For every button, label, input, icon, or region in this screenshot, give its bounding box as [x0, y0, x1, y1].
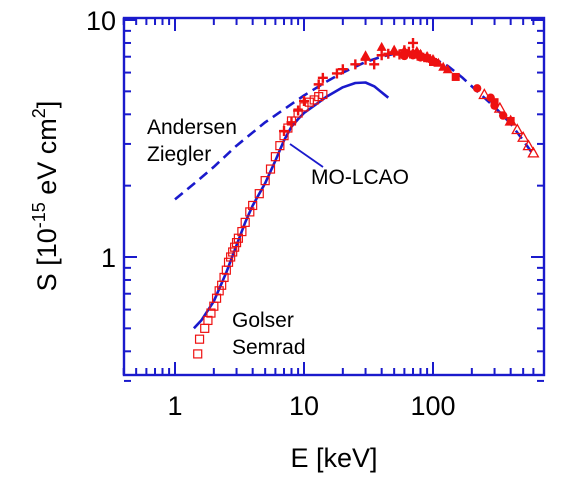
data-point-filled-triangle	[360, 50, 371, 60]
data-point-open-triangle	[478, 88, 491, 100]
y-axis-title-unit-exp: 2	[29, 108, 49, 118]
data-point-filled-triangle	[376, 41, 387, 51]
data-point-filled-circle	[472, 84, 482, 93]
x-tick-labels: 1 10 100	[167, 391, 455, 421]
annotation-semrad: Semrad	[232, 336, 306, 359]
data-point-open-triangle	[517, 130, 530, 142]
data-point-open-square	[240, 217, 250, 227]
data-series	[174, 37, 540, 359]
data-point-filled-square	[423, 54, 432, 63]
data-point-filled-square	[451, 72, 460, 81]
data-point-open-triangle	[511, 123, 524, 135]
plot-frame	[122, 16, 546, 377]
y-tick-label: 10	[86, 6, 116, 36]
data-point-open-square	[223, 257, 234, 267]
data-point-plus	[286, 117, 297, 128]
data-point-open-triangle	[522, 139, 535, 151]
data-point-plus	[337, 64, 348, 75]
data-point-open-square	[193, 349, 203, 359]
data-point-plus	[293, 105, 304, 116]
x-tick-label: 1	[167, 391, 182, 421]
axis-ticks	[122, 18, 544, 382]
series-open-triangle	[478, 88, 540, 158]
data-point-open-square	[318, 89, 328, 100]
y-axis-title-suffix: ]	[32, 101, 62, 109]
data-point-plus	[313, 79, 324, 90]
molcao-pointer	[289, 143, 324, 168]
y-tick-labels: 1 10	[86, 6, 116, 273]
data-point-plus	[299, 96, 309, 107]
data-point-open-square	[219, 272, 229, 283]
data-point-plus	[383, 48, 394, 59]
data-point-filled-triangle	[442, 64, 453, 74]
data-point-plus	[279, 126, 290, 137]
data-point-open-square	[203, 315, 213, 326]
data-point-open-square	[206, 308, 216, 318]
data-point-filled-circle	[498, 111, 508, 120]
y-axis-title: S [10-15 eV cm2]	[29, 101, 62, 292]
data-point-plus	[369, 59, 380, 70]
annotation-golser: Golser	[232, 309, 294, 332]
data-point-open-square	[228, 247, 238, 257]
x-axis-title: E [keV]	[290, 443, 377, 473]
data-point-open-square	[226, 252, 236, 262]
data-point-open-triangle	[527, 146, 540, 158]
data-point-plus	[408, 37, 419, 48]
data-point-plus	[317, 72, 328, 83]
data-point-open-square	[200, 323, 210, 333]
x-tick-label: 100	[410, 391, 455, 421]
data-point-filled-circle	[428, 57, 438, 66]
data-point-open-square	[248, 200, 258, 211]
data-point-filled-circle	[400, 51, 409, 61]
data-point-open-triangle	[504, 114, 517, 126]
data-point-open-square	[260, 176, 270, 186]
x-tick-label: 10	[289, 391, 319, 421]
series-filled-square	[409, 50, 515, 125]
annotation-molcao: MO-LCAO	[311, 166, 409, 189]
data-point-open-square	[237, 226, 247, 237]
data-point-open-square	[275, 141, 285, 151]
data-point-open-square	[270, 152, 280, 162]
data-point-filled-square	[506, 116, 515, 125]
data-point-filled-circle	[416, 53, 425, 62]
data-point-open-square	[265, 164, 276, 174]
data-point-filled-triangle	[389, 44, 400, 54]
data-point-filled-triangle	[399, 45, 410, 55]
data-point-open-triangle	[493, 101, 506, 113]
y-axis-title-exp: -15	[29, 202, 49, 228]
data-point-open-square	[214, 286, 224, 296]
y-axis-title-prefix: S [10	[32, 228, 62, 291]
annotation-ziegler: Ziegler	[147, 143, 211, 166]
annotation-andersen: Andersen	[147, 116, 237, 139]
data-point-plus	[331, 68, 342, 79]
data-point-filled-circle	[486, 93, 495, 102]
data-point-plus	[376, 50, 387, 61]
series-filled-circle	[400, 51, 508, 120]
data-point-open-square	[245, 207, 255, 217]
data-point-open-square	[194, 334, 205, 344]
data-point-plus	[350, 59, 361, 70]
data-point-open-square	[254, 189, 264, 199]
y-axis-title-unit: eV cm	[32, 118, 62, 202]
data-point-filled-circle	[408, 51, 418, 60]
y-tick-label: 1	[101, 243, 116, 273]
series-open-square	[193, 89, 328, 359]
